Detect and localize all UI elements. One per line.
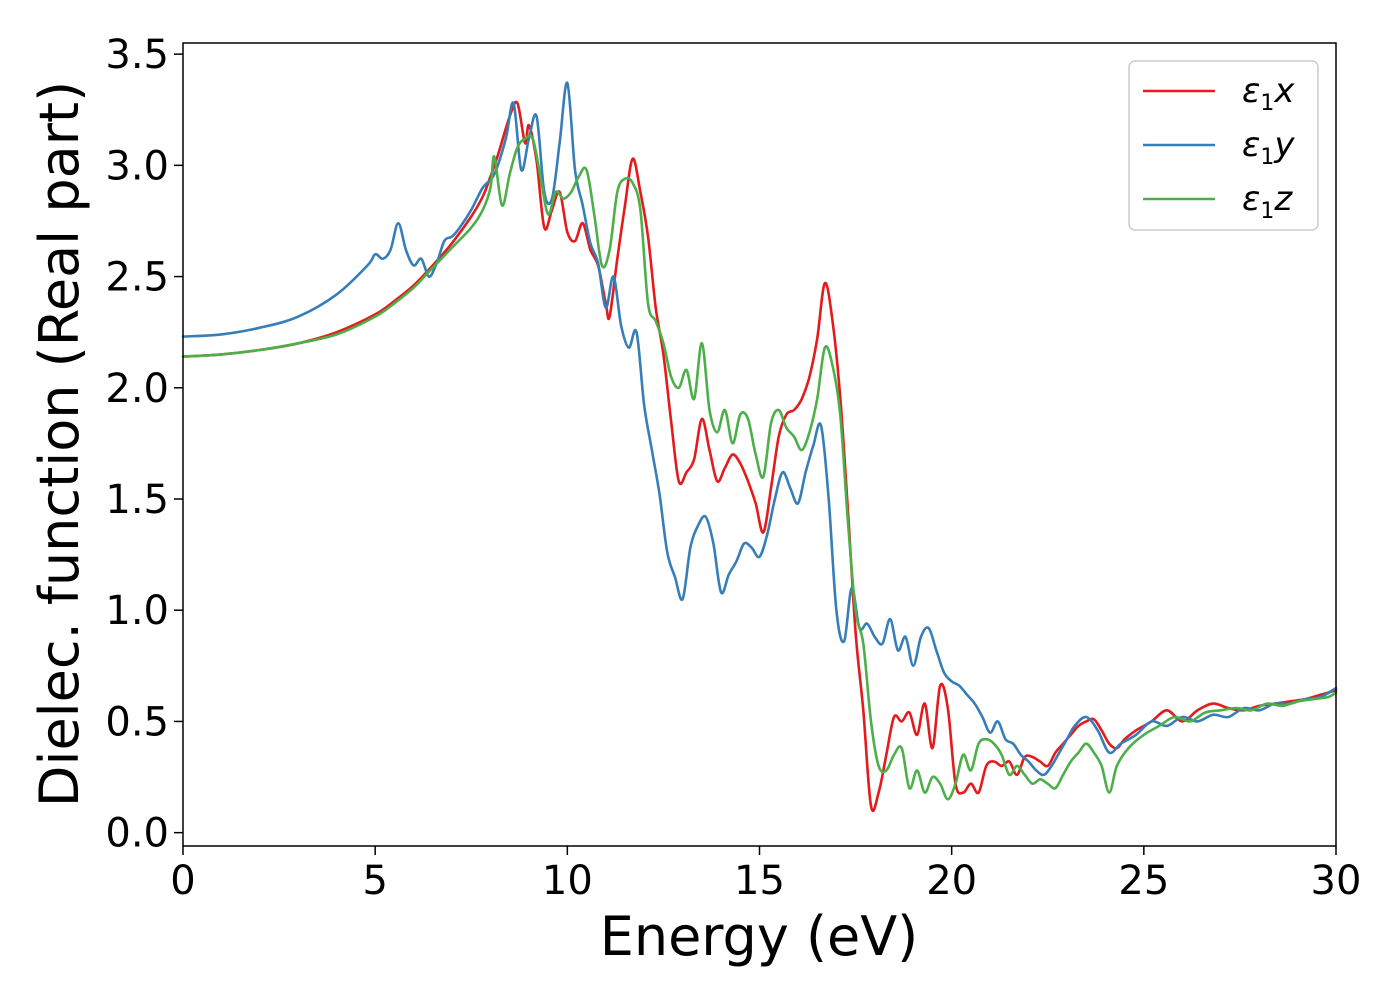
y-tick-label: 1.0 — [105, 588, 169, 634]
x-axis-label: Energy (eV) — [600, 905, 919, 968]
series-layer — [181, 81, 1338, 813]
legend: ε1x ε1y ε1z — [1128, 60, 1319, 231]
legend-label-x: ε1x — [1242, 71, 1295, 116]
series-line-y — [181, 81, 1338, 777]
x-tick-label: 30 — [1311, 858, 1362, 904]
y-tick-label: 3.5 — [105, 32, 169, 78]
x-tick-label: 5 — [362, 858, 387, 904]
x-tick-label: 25 — [1118, 858, 1169, 904]
x-axis-ticks: 0 5 10 15 20 25 30 — [170, 846, 1361, 904]
y-tick-label: 2.0 — [105, 366, 169, 412]
legend-box — [1128, 60, 1319, 231]
x-tick-label: 20 — [926, 858, 977, 904]
legend-label-y: ε1y — [1242, 125, 1295, 170]
series-line-z — [181, 134, 1338, 801]
x-tick-label: 15 — [734, 858, 785, 904]
legend-label-z: ε1z — [1242, 179, 1293, 224]
x-tick-label: 0 — [170, 858, 195, 904]
y-tick-label: 0.0 — [105, 811, 169, 857]
y-axis-ticks: 0.0 0.5 1.0 1.5 2.0 2.5 3.0 3.5 — [105, 32, 183, 857]
y-tick-label: 2.5 — [105, 255, 169, 301]
x-tick-label: 10 — [542, 858, 593, 904]
y-tick-label: 3.0 — [105, 143, 169, 189]
y-tick-label: 0.5 — [105, 699, 169, 745]
y-tick-label: 1.5 — [105, 477, 169, 523]
y-axis-label: Dielec. function (Real part) — [28, 81, 91, 807]
